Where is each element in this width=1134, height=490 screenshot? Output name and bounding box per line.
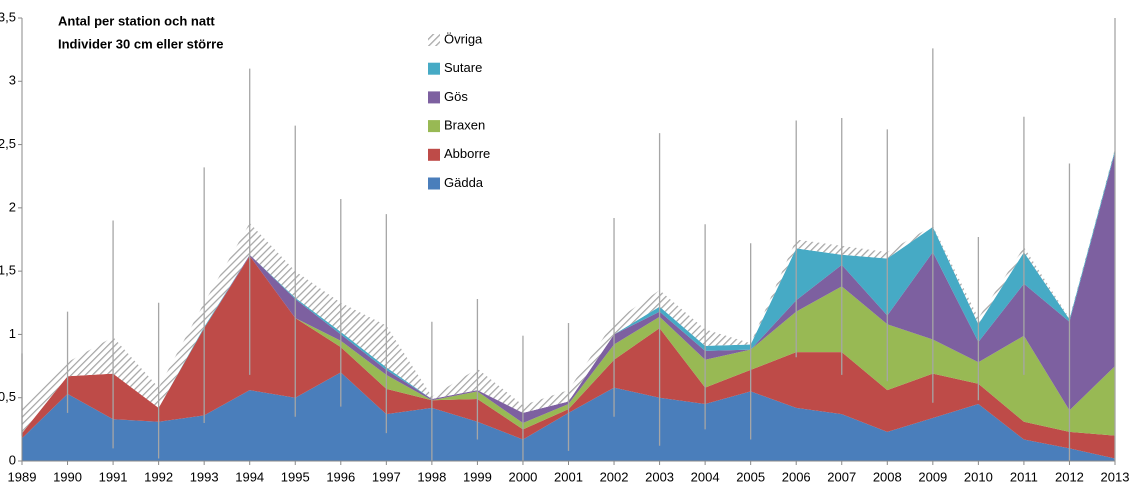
x-tick-label: 2000	[508, 469, 537, 484]
x-tick-label: 1997	[372, 469, 401, 484]
legend-label: Övriga	[444, 31, 483, 46]
x-tick-label: 1989	[8, 469, 37, 484]
legend-swatch	[428, 91, 440, 104]
legend-swatch	[428, 120, 440, 133]
x-tick-label: 1996	[326, 469, 355, 484]
x-tick-label: 2007	[827, 469, 856, 484]
y-tick-label: 0	[9, 452, 16, 467]
legend-label: Gädda	[444, 175, 484, 190]
y-tick-label: 3	[9, 73, 16, 88]
x-tick-label: 1999	[463, 469, 492, 484]
legend-label: Sutare	[444, 60, 482, 75]
x-tick-label: 2009	[918, 469, 947, 484]
y-tick-label: 3,5	[0, 9, 16, 24]
y-tick-label: 0,5	[0, 389, 16, 404]
x-tick-label: 2011	[1010, 469, 1038, 484]
chart-subtitle: Individer 30 cm eller större	[58, 36, 223, 51]
y-tick-label: 2,5	[0, 136, 16, 151]
area	[22, 255, 1115, 459]
x-tick-label: 1995	[281, 469, 310, 484]
x-tick-label: 1991	[99, 469, 128, 484]
legend-label: Gös	[444, 89, 468, 104]
x-tick-label: 2013	[1101, 469, 1130, 484]
x-tick-label: 2010	[964, 469, 993, 484]
y-tick-label: 1	[9, 326, 16, 341]
legend-label: Braxen	[444, 118, 485, 133]
y-tick-label: 2	[9, 199, 16, 214]
x-tick-label: 2001	[554, 469, 583, 484]
x-tick-label: 2004	[691, 469, 720, 484]
x-tick-label: 2008	[873, 469, 902, 484]
x-tick-label: 2003	[645, 469, 674, 484]
area	[22, 149, 1115, 434]
chart-title: Antal per station och natt	[58, 13, 215, 28]
y-tick-label: 1,5	[0, 263, 16, 278]
x-tick-label: 2005	[736, 469, 765, 484]
legend-label: Abborre	[444, 146, 490, 161]
x-tick-label: 2006	[782, 469, 811, 484]
x-tick-label: 1998	[417, 469, 446, 484]
x-tick-label: 1992	[144, 469, 173, 484]
x-tick-label: 1994	[235, 469, 264, 484]
x-tick-label: 1990	[53, 469, 82, 484]
x-tick-label: 1993	[190, 469, 219, 484]
x-tick-label: 2012	[1055, 469, 1084, 484]
legend-swatch	[428, 34, 440, 46]
legend-swatch	[428, 177, 440, 190]
legend-swatch	[428, 148, 440, 161]
x-tick-label: 2002	[600, 469, 629, 484]
legend-swatch	[428, 62, 440, 75]
